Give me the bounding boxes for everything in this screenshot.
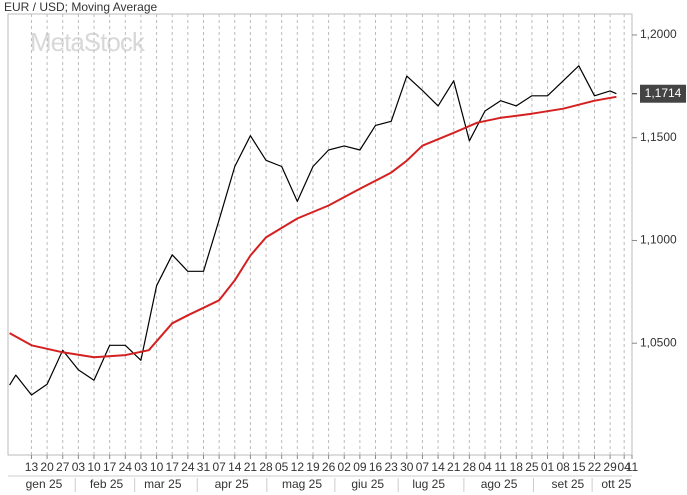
x-tick-label: 20 xyxy=(40,460,54,474)
month-label: set 25 xyxy=(552,477,585,491)
y-tick-label: 1,1500 xyxy=(640,130,677,144)
x-tick-label: 11 xyxy=(494,460,507,474)
watermark: MetaStock xyxy=(30,27,146,57)
x-tick-label: 11 xyxy=(626,460,639,474)
x-tick-label: 22 xyxy=(588,460,602,474)
x-tick-label: 28 xyxy=(463,460,477,474)
x-tick-label: 10 xyxy=(150,460,164,474)
x-tick-label: 17 xyxy=(166,460,180,474)
x-tick-label: 26 xyxy=(322,460,336,474)
x-tick-label: 09 xyxy=(353,460,367,474)
x-tick-label: 17 xyxy=(103,460,117,474)
x-tick-label: 24 xyxy=(181,460,195,474)
month-label: apr 25 xyxy=(215,477,249,491)
y-tick-label: 1,0500 xyxy=(640,335,677,349)
x-tick-label: 21 xyxy=(244,460,258,474)
y-tick-label: 1,1000 xyxy=(640,233,677,247)
x-tick-label: 19 xyxy=(306,460,320,474)
x-tick-label: 13 xyxy=(25,460,39,474)
x-tick-label: 14 xyxy=(431,460,445,474)
x-tick-label: 05 xyxy=(275,460,289,474)
x-tick-label: 15 xyxy=(572,460,586,474)
month-label: ott 25 xyxy=(601,477,631,491)
month-label: giu 25 xyxy=(351,477,384,491)
x-tick-label: 07 xyxy=(416,460,430,474)
x-tick-label: 03 xyxy=(72,460,86,474)
chart-title: EUR / USD; Moving Average xyxy=(4,0,158,14)
x-tick-label: 01 xyxy=(541,460,555,474)
x-tick-label: 29 xyxy=(603,460,617,474)
month-label: gen 25 xyxy=(26,477,63,491)
month-label: ago 25 xyxy=(481,477,518,491)
x-tick-label: 18 xyxy=(510,460,524,474)
x-tick-label: 27 xyxy=(56,460,70,474)
moving-average-line xyxy=(9,95,617,359)
month-label: mar 25 xyxy=(144,477,182,491)
x-tick-label: 03 xyxy=(134,460,148,474)
x-tick-label: 21 xyxy=(447,460,461,474)
last-value-box xyxy=(640,84,686,103)
x-tick-label: 14 xyxy=(228,460,242,474)
x-tick-label: 31 xyxy=(197,460,211,474)
x-tick-label: 02 xyxy=(338,460,352,474)
x-tick-label: 10 xyxy=(87,460,101,474)
x-tick-label: 16 xyxy=(369,460,383,474)
x-tick-label: 24 xyxy=(119,460,133,474)
month-label: mag 25 xyxy=(282,477,322,491)
last-value-label: 1,1714 xyxy=(645,86,682,100)
x-tick-label: 28 xyxy=(259,460,273,474)
x-tick-label: 04 xyxy=(478,460,492,474)
x-tick-label: 07 xyxy=(212,460,226,474)
y-tick-label: 1,2000 xyxy=(640,27,677,41)
x-tick-label: 25 xyxy=(525,460,539,474)
x-tick-label: 12 xyxy=(291,460,305,474)
x-tick-label: 23 xyxy=(384,460,398,474)
x-tick-label: 04 xyxy=(618,460,632,474)
month-label: lug 25 xyxy=(412,477,445,491)
x-tick-label: 30 xyxy=(400,460,414,474)
x-tick-label: 08 xyxy=(557,460,571,474)
plot-frame xyxy=(7,13,633,456)
month-label: feb 25 xyxy=(90,477,124,491)
